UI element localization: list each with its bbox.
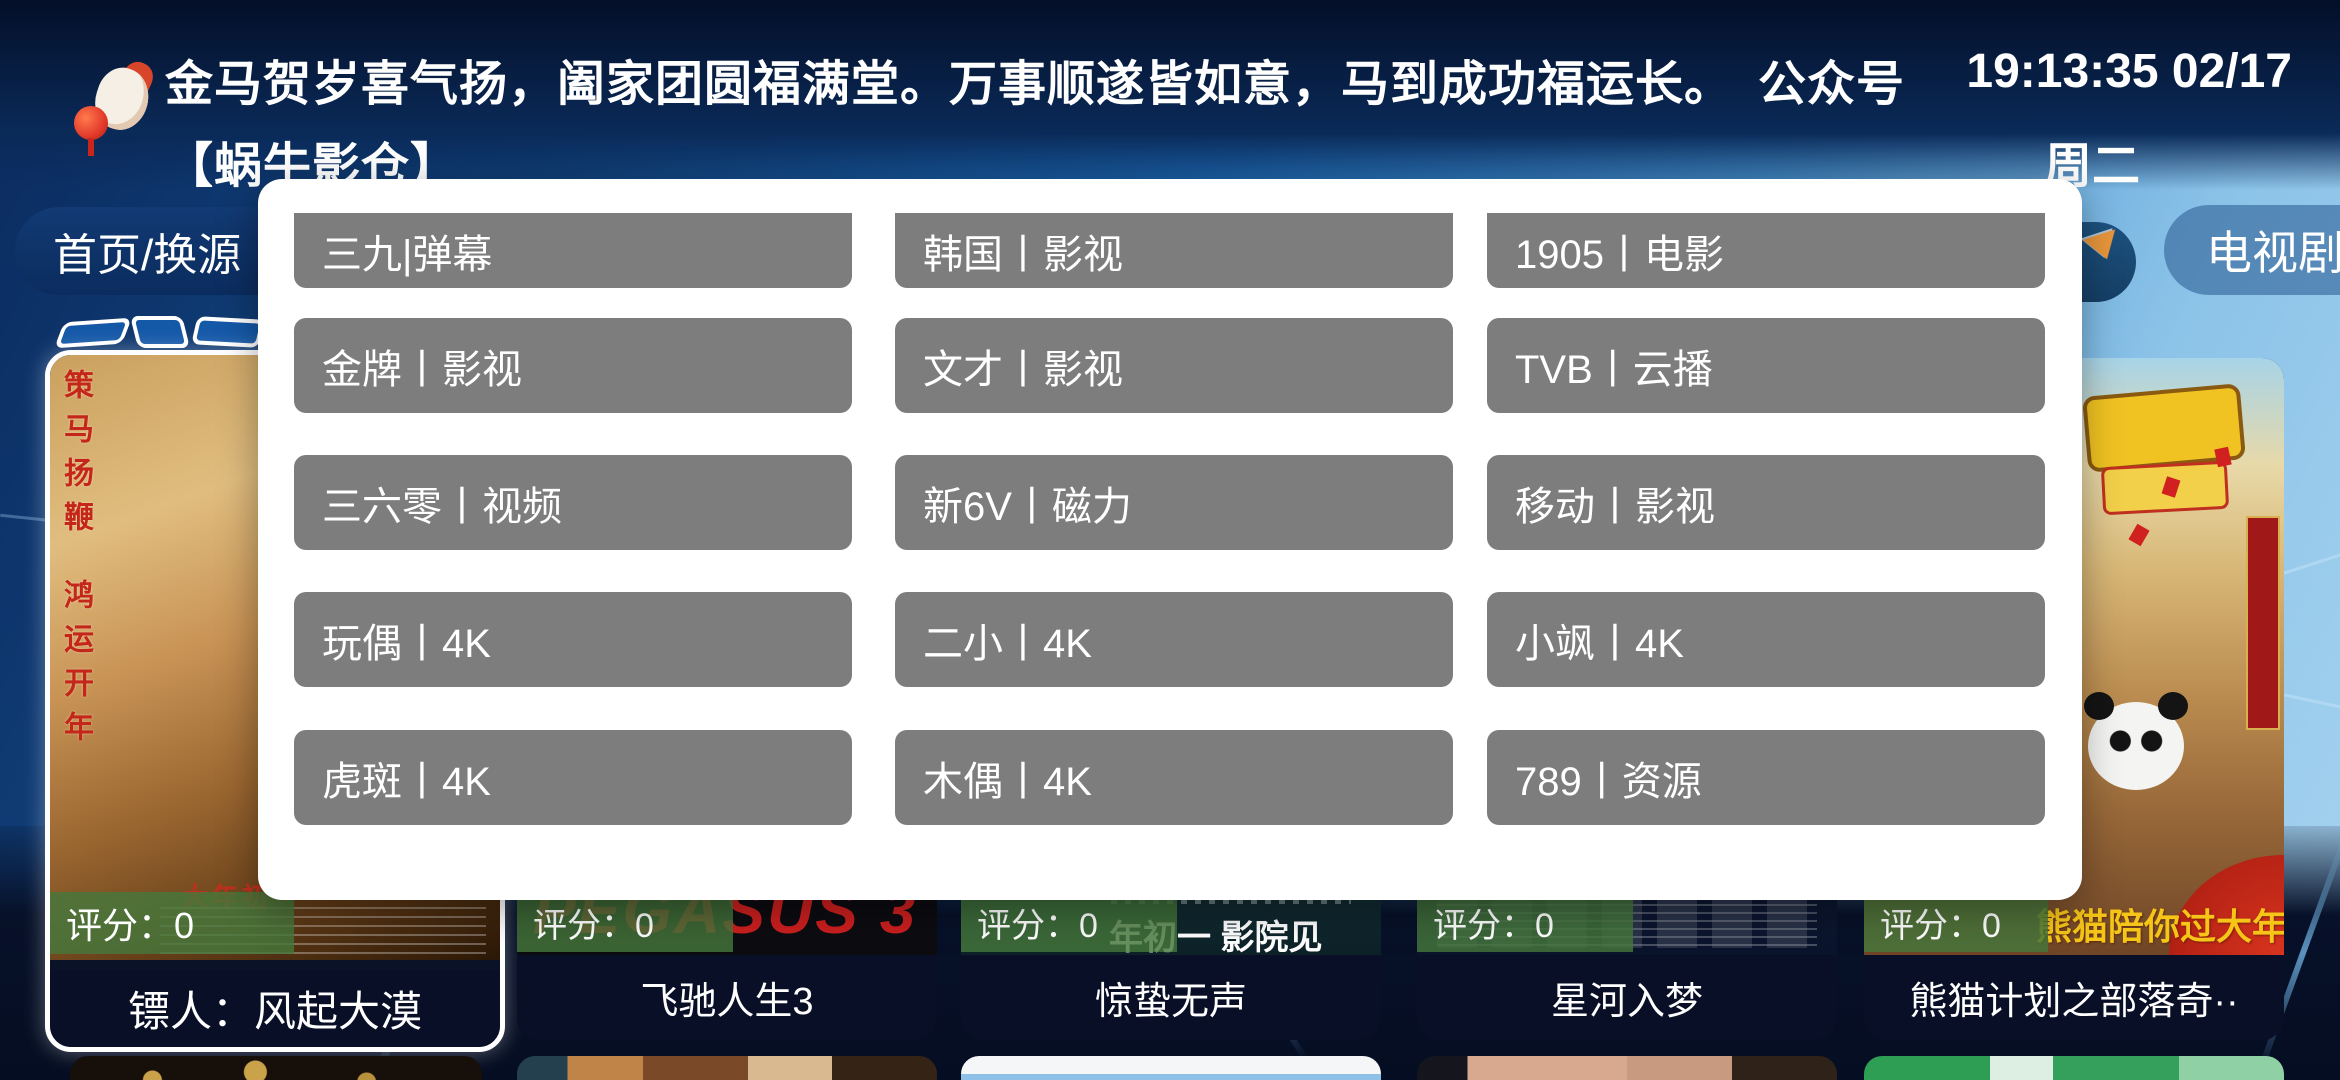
source-button-sanjiu[interactable]: 三九|弹幕 [294, 213, 852, 288]
obscured-section-heading [54, 314, 265, 354]
poster-vertical-tagline: 策马扬鞭鸿运开年 [59, 369, 92, 755]
source-button-wencai[interactable]: 文才丨影视 [895, 318, 1453, 413]
poster-title: 镖人：风起大漠 [50, 970, 500, 1047]
next-row-poster[interactable] [1864, 1056, 2284, 1080]
source-button-789[interactable]: 789丨资源 [1487, 730, 2045, 825]
poster-title: 飞驰人生3 [517, 955, 937, 1040]
source-button-jinpai[interactable]: 金牌丨影视 [294, 318, 852, 413]
poster-title: 惊蛰无声 [961, 955, 1381, 1040]
rating-badge: 评分：0 [1864, 892, 2048, 952]
source-button-xin6v[interactable]: 新6V丨磁力 [895, 455, 1453, 550]
poster-title: 星河入梦 [1417, 955, 1837, 1040]
home-switch-source-label: 首页/换源 [53, 231, 242, 280]
rating-badge: 评分：0 [517, 892, 733, 952]
next-row-poster[interactable] [961, 1056, 1381, 1080]
source-button-erxiao[interactable]: 二小丨4K [895, 592, 1453, 687]
clock-time: 19:13:35 02/17 [1966, 45, 2292, 98]
tv-series-rank-label: 电视剧榜 [2206, 227, 2340, 279]
rating-badge: 评分：0 [961, 892, 1177, 952]
next-row-poster[interactable] [517, 1056, 937, 1080]
red-couplet-banner [2246, 516, 2280, 730]
rating-badge: 评分：0 [50, 892, 294, 954]
source-button-xiaosa[interactable]: 小飒丨4K [1487, 592, 2045, 687]
source-button-1905[interactable]: 1905丨电影 [1487, 213, 2045, 288]
source-button-huban[interactable]: 虎斑丨4K [294, 730, 852, 825]
source-button-yidong[interactable]: 移动丨影视 [1487, 455, 2045, 550]
source-button-hanguo[interactable]: 韩国丨影视 [895, 213, 1453, 288]
header-band [0, 0, 2340, 190]
poster-title: 熊猫计划之部落奇·· [1864, 955, 2284, 1040]
poster-text-panda: 熊猫陪你过大年 [2036, 906, 2284, 947]
rating-badge: 评分：0 [1417, 892, 1633, 952]
source-button-wanou[interactable]: 玩偶丨4K [294, 592, 852, 687]
next-row-poster[interactable] [70, 1056, 482, 1080]
source-button-muou[interactable]: 木偶丨4K [895, 730, 1453, 825]
confetti [2128, 523, 2150, 547]
source-button-tvb[interactable]: TVB丨云播 [1487, 318, 2045, 413]
panda-art [2084, 692, 2188, 790]
tv-series-rank-button[interactable]: 电视剧榜 [2164, 205, 2340, 295]
mascot-horse-lantern-icon [70, 57, 160, 158]
marquee-text-line1: 金马贺岁喜气扬，阖家团圆福满堂。万事顺遂皆如意，马到成功福运长。 公众号 [165, 58, 1906, 111]
next-row-poster[interactable] [1417, 1056, 1837, 1080]
source-button-sanliuling[interactable]: 三六零丨视频 [294, 455, 852, 550]
panda-art-eyes [2108, 730, 2164, 752]
source-select-dialog: 三九|弹幕 韩国丨影视 1905丨电影 金牌丨影视 文才丨影视 TVB丨云播 三… [258, 179, 2082, 900]
